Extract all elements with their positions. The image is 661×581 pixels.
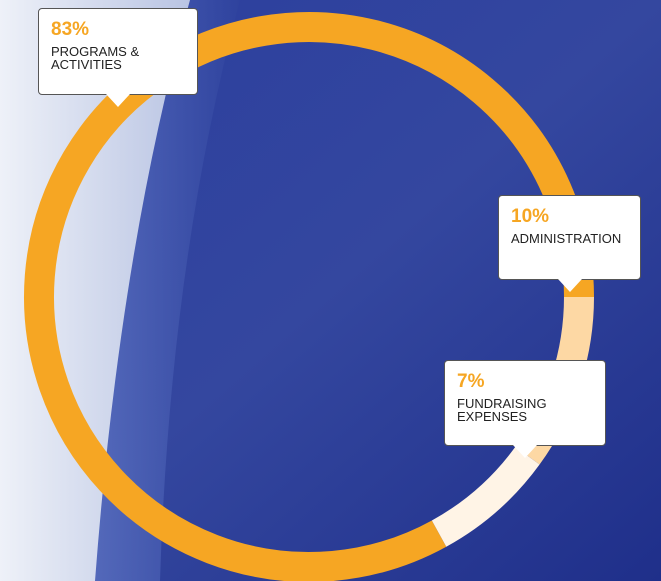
donut-segment (24, 12, 594, 581)
category-label: ADMINISTRATION (511, 231, 622, 246)
callout: 83% PROGRAMS & ACTIVITIES (38, 8, 198, 107)
category-label: FUNDRAISING EXPENSES (457, 396, 547, 424)
donut-segment (431, 446, 540, 547)
category-label: PROGRAMS & ACTIVITIES (51, 44, 140, 72)
callout: 10% ADMINISTRATION (498, 195, 641, 292)
background-shade (85, 0, 240, 581)
callout: 7% FUNDRAISING EXPENSES (444, 360, 606, 458)
value-label: 7% (457, 371, 485, 392)
background-light (0, 0, 190, 581)
value-label: 83% (51, 19, 90, 40)
value-label: 10% (511, 206, 550, 227)
